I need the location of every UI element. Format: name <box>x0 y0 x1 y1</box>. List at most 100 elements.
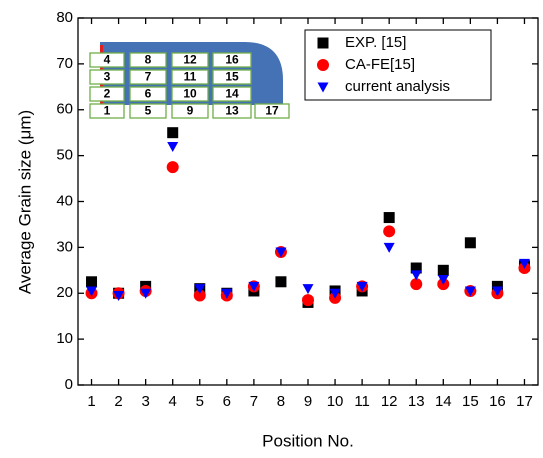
marker-triangle <box>383 242 395 253</box>
marker-triangle <box>518 258 530 269</box>
marker-square <box>437 264 449 276</box>
x-tick-label: 16 <box>489 393 506 410</box>
x-tick-label: 11 <box>354 393 370 410</box>
marker-circle <box>193 289 206 302</box>
inset-cell <box>129 86 167 102</box>
marker-square <box>167 127 179 139</box>
inset-label: 5 <box>145 104 152 118</box>
inset-label: 17 <box>265 104 279 118</box>
inset-label: 7 <box>145 70 152 84</box>
inset-cell <box>129 52 167 68</box>
y-tick-label: 0 <box>65 376 73 393</box>
inset-cell <box>129 69 167 85</box>
marker-circle <box>302 294 314 307</box>
inset-label: 9 <box>187 104 194 118</box>
legend-label: CA-FE[15] <box>345 56 415 73</box>
legend-box <box>304 29 492 101</box>
marker-square <box>410 262 422 274</box>
y-axis-title: Average Grain size (μm) <box>15 110 34 294</box>
x-tick-label: 13 <box>408 393 425 410</box>
inset-cell <box>212 86 252 102</box>
marker-triangle <box>302 284 314 295</box>
x-tick-label: 12 <box>381 393 398 410</box>
inset-label: 16 <box>225 53 239 67</box>
y-tick-label: 40 <box>56 192 73 209</box>
inset-cell <box>212 103 252 119</box>
inset-label: 3 <box>104 70 111 84</box>
marker-triangle <box>491 286 503 297</box>
inset-label: 12 <box>183 53 197 67</box>
x-tick-label: 10 <box>327 393 344 410</box>
marker-circle <box>317 59 329 71</box>
x-tick-label: 17 <box>516 393 533 410</box>
x-tick-label: 5 <box>196 393 204 410</box>
y-tick-label: 60 <box>56 101 73 118</box>
inset-label: 2 <box>104 87 111 101</box>
marker-circle <box>166 161 179 174</box>
marker-square <box>275 276 287 288</box>
y-tick-label: 30 <box>56 238 73 255</box>
inset-label: 11 <box>184 70 197 84</box>
marker-triangle <box>356 281 368 292</box>
marker-triangle <box>275 247 287 258</box>
inset-cell <box>171 69 209 85</box>
marker-triangle <box>437 274 449 285</box>
legend-label: EXP. [15] <box>345 34 406 51</box>
marker-triangle <box>464 286 476 297</box>
marker-square <box>464 237 476 249</box>
inset-label: 13 <box>225 104 239 118</box>
inset-cell <box>89 103 125 119</box>
marker-triangle <box>113 291 125 302</box>
marker-triangle <box>248 281 260 292</box>
inset-label: 15 <box>225 70 239 84</box>
marker-triangle <box>329 288 341 299</box>
inset-cell <box>129 103 167 119</box>
legend-label: current analysis <box>345 78 450 95</box>
y-tick-label: 10 <box>56 330 73 347</box>
x-tick-label: 1 <box>87 393 95 410</box>
marker-triangle <box>194 284 206 295</box>
marker-triangle <box>317 82 329 93</box>
marker-circle <box>410 278 423 291</box>
inset-cell <box>89 86 125 102</box>
inset-label: 10 <box>183 87 197 101</box>
marker-square <box>491 280 503 292</box>
marker-square <box>383 212 395 224</box>
inset-diagram: 4 8 12 163 7 11 152 6 10 141 5 9 13 17 <box>89 42 290 119</box>
inset-cell <box>254 103 290 119</box>
inset-label: 4 <box>104 53 111 67</box>
x-tick-label: 7 <box>250 393 258 410</box>
inset-cell <box>171 52 209 68</box>
x-tick-label: 8 <box>277 393 285 410</box>
y-tick-label: 50 <box>56 147 73 164</box>
marker-square <box>317 37 329 49</box>
marker-triangle <box>221 288 233 299</box>
x-tick-label: 14 <box>435 393 452 410</box>
marker-triangle <box>410 270 422 281</box>
x-tick-label: 3 <box>141 393 149 410</box>
inset-cell <box>171 103 209 119</box>
inset-label: 1 <box>104 104 111 118</box>
inset-label: 8 <box>145 53 152 67</box>
inset-cell <box>89 69 125 85</box>
marker-triangle <box>140 288 152 299</box>
y-tick-label: 70 <box>56 55 73 72</box>
x-tick-label: 9 <box>304 393 312 410</box>
y-tick-label: 20 <box>56 284 73 301</box>
marker-circle <box>383 225 396 238</box>
inset-label: 6 <box>145 87 152 101</box>
x-tick-label: 2 <box>114 393 122 410</box>
marker-triangle <box>167 141 179 152</box>
x-tick-label: 15 <box>462 393 479 410</box>
x-tick-label: 6 <box>223 393 231 410</box>
marker-square <box>86 276 98 288</box>
x-tick-label: 4 <box>169 393 177 410</box>
x-axis-title: Position No. <box>262 431 354 450</box>
marker-triangle <box>86 286 98 297</box>
inset-label: 14 <box>225 87 239 101</box>
y-tick-label: 80 <box>56 9 73 26</box>
inset-cell <box>89 52 125 68</box>
inset-cell <box>171 86 209 102</box>
inset-cell <box>212 52 252 68</box>
